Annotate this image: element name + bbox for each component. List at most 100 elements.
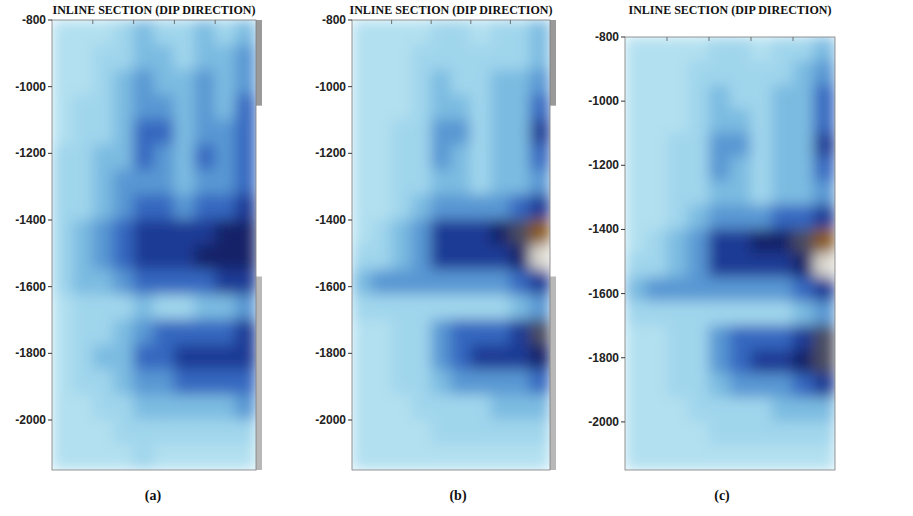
- cell: [391, 420, 412, 446]
- cell: [646, 181, 668, 206]
- cell: [451, 95, 472, 121]
- cell: [730, 253, 752, 278]
- cell: [154, 45, 175, 71]
- cell: [451, 420, 472, 446]
- cell: [235, 170, 256, 196]
- cell: [646, 37, 668, 62]
- cell: [92, 220, 113, 246]
- y-tick: [48, 420, 52, 421]
- cell: [667, 301, 689, 326]
- cell: [451, 270, 472, 296]
- cell: [625, 253, 647, 278]
- cell: [510, 370, 531, 396]
- cell: [215, 120, 236, 146]
- y-tick: [348, 220, 352, 221]
- cell: [352, 245, 372, 271]
- cell: [510, 95, 531, 121]
- cell: [709, 277, 731, 302]
- cell: [772, 205, 794, 230]
- cell: [92, 345, 113, 371]
- cell: [451, 295, 472, 321]
- cell: [470, 270, 491, 296]
- cell: [352, 345, 372, 371]
- cell: [371, 370, 392, 396]
- y-tick: [621, 357, 625, 358]
- cell: [490, 370, 511, 396]
- cell: [451, 145, 472, 171]
- cell: [625, 277, 647, 302]
- cell: [194, 120, 215, 146]
- cell: [352, 395, 372, 421]
- cell: [646, 61, 668, 86]
- cell: [451, 395, 472, 421]
- cell: [646, 301, 668, 326]
- cell: [72, 395, 93, 421]
- cell: [194, 195, 215, 221]
- cell: [490, 145, 511, 171]
- cell: [709, 445, 731, 470]
- cell: [646, 85, 668, 110]
- cell: [490, 445, 511, 471]
- cell: [667, 37, 689, 62]
- cell: [646, 373, 668, 398]
- cell: [235, 145, 256, 171]
- cell: [490, 45, 511, 71]
- cell: [470, 220, 491, 246]
- cell: [490, 95, 511, 121]
- cell: [709, 205, 731, 230]
- cell: [113, 20, 134, 46]
- top-tick: [174, 20, 175, 24]
- cell: [530, 120, 550, 146]
- cell: [667, 253, 689, 278]
- cell: [411, 145, 432, 171]
- cell: [72, 145, 93, 171]
- cell: [667, 61, 689, 86]
- cell: [411, 120, 432, 146]
- top-tick: [510, 20, 511, 24]
- y-tick-label: -1400: [15, 213, 46, 227]
- cell: [194, 45, 215, 71]
- cell: [72, 320, 93, 346]
- cell: [667, 445, 689, 470]
- cell: [490, 70, 511, 96]
- cell: [154, 345, 175, 371]
- cell: [174, 345, 195, 371]
- cell: [625, 109, 647, 134]
- y-tick: [621, 421, 625, 422]
- cell: [72, 195, 93, 221]
- cell: [625, 397, 647, 422]
- cell: [646, 157, 668, 182]
- cell: [730, 277, 752, 302]
- top-tick: [133, 20, 134, 24]
- cell: [113, 270, 134, 296]
- cell: [52, 95, 73, 121]
- cell: [470, 320, 491, 346]
- cell: [530, 320, 550, 346]
- cell: [431, 220, 452, 246]
- cell: [215, 245, 236, 271]
- cell: [709, 325, 731, 350]
- cell: [371, 170, 392, 196]
- cell: [194, 20, 215, 46]
- cell: [667, 421, 689, 446]
- cell: [530, 70, 550, 96]
- cell: [411, 320, 432, 346]
- cell: [113, 170, 134, 196]
- cell: [215, 20, 236, 46]
- cell: [490, 245, 511, 271]
- cell: [194, 145, 215, 171]
- cell: [814, 349, 836, 374]
- cell: [646, 277, 668, 302]
- cell: [113, 445, 134, 471]
- y-tick: [621, 229, 625, 230]
- cell: [772, 133, 794, 158]
- cell: [530, 220, 550, 246]
- cell: [772, 277, 794, 302]
- cell: [52, 245, 73, 271]
- cell: [751, 37, 773, 62]
- cell: [52, 445, 73, 471]
- cell: [92, 245, 113, 271]
- cell: [174, 445, 195, 471]
- cell: [371, 295, 392, 321]
- y-tick: [348, 86, 352, 87]
